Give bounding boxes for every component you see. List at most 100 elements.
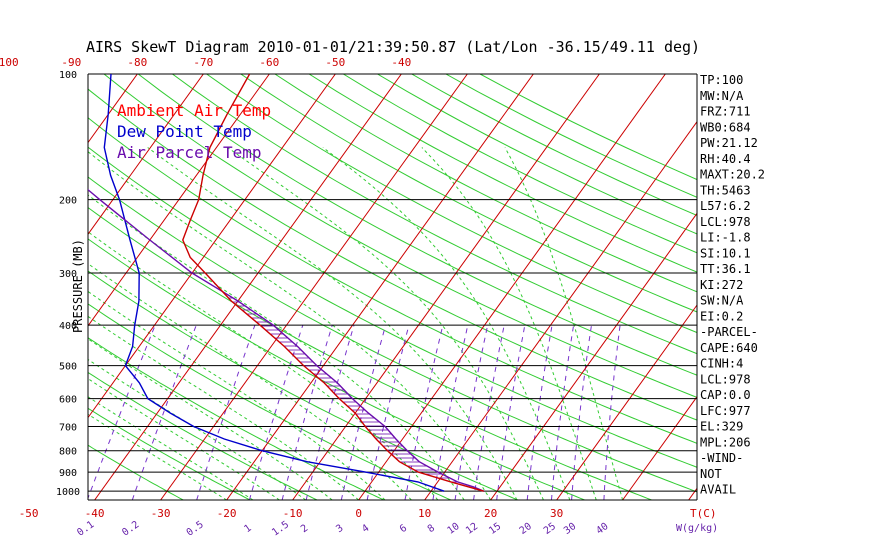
mixing-ratio-line: [88, 325, 156, 500]
dry-adiabat: [88, 270, 518, 500]
dry-adiabat: [172, 74, 697, 355]
dry-adiabat: [240, 74, 697, 313]
mixing-ratio-label: 4: [360, 523, 371, 535]
mixing-ratio-line: [571, 325, 592, 500]
index-entry: -WIND-: [700, 451, 743, 465]
index-entry: EL:329: [700, 420, 743, 434]
bottom-temp-tick-label: 0: [355, 507, 362, 520]
mixing-ratio-label: 30: [562, 521, 578, 537]
mixing-ratio-unit-label: W(g/kg): [676, 523, 718, 534]
isotherm: [88, 74, 204, 236]
index-entry: AVAIL: [700, 483, 736, 497]
mixing-ratio-line: [340, 325, 387, 500]
isotherm: [292, 74, 600, 500]
bottom-temp-tick-label: -40: [85, 507, 105, 520]
mixing-ratio-label: 3: [334, 523, 345, 535]
index-entry: SI:10.1: [700, 246, 751, 260]
dry-adiabat: [206, 74, 697, 334]
legend-entry: Dew Point Temp: [117, 122, 252, 141]
top-temp-tick-label: -60: [259, 56, 279, 69]
moist-adiabat: [88, 413, 227, 500]
top-temp-tick-label: -90: [61, 56, 81, 69]
bottom-temp-tick-label: 20: [484, 507, 497, 520]
pressure-tick-label: 400: [59, 321, 77, 332]
moist-adiabat: [88, 338, 333, 500]
mixing-ratio-line: [526, 325, 553, 500]
index-entry: RH:40.4: [700, 152, 751, 166]
pressure-tick-label: 1000: [56, 487, 80, 498]
legend-entry: Ambient Air Temp: [117, 101, 271, 120]
sounding-series: [88, 74, 485, 492]
isotherm: [358, 74, 666, 500]
dry-adiabat: [445, 74, 697, 198]
index-entry: TP:100: [700, 73, 743, 87]
mixing-ratio-label: 1: [242, 523, 253, 535]
moist-adiabat: [88, 378, 280, 500]
isotherm: [160, 74, 468, 500]
legend: Ambient Air Temp Dew Point Temp Air Parcel…: [117, 101, 271, 162]
index-entry: TH:5463: [700, 183, 751, 197]
pressure-tick-label: 600: [59, 395, 77, 406]
index-entry: EI:0.2: [700, 309, 743, 323]
dry-adiabat: [308, 74, 697, 273]
isotherm: [556, 304, 697, 500]
x-axis-label: T(C): [690, 507, 717, 520]
index-entry: LCL:978: [700, 215, 751, 229]
mixing-ratio-label: 40: [594, 521, 610, 537]
top-temp-tick-label: -40: [391, 56, 411, 69]
pressure-tick-label: 800: [59, 447, 77, 458]
isotherm: [622, 395, 697, 500]
index-entry: L57:6.2: [700, 199, 751, 213]
pressure-tick-label: 100: [59, 70, 77, 81]
index-entry: LCL:978: [700, 372, 751, 386]
pressure-tick-label: 700: [59, 423, 77, 434]
pressure-tick-label: 900: [59, 468, 77, 479]
isotherm: [0, 74, 71, 500]
dry-adiabat: [88, 444, 184, 500]
dry-adiabat: [88, 146, 697, 468]
index-entry: CAP:0.0: [700, 388, 751, 402]
index-entry: PW:21.12: [700, 136, 758, 150]
dry-adiabat: [88, 88, 697, 421]
isotherm: [88, 74, 270, 327]
mixing-ratio-line: [550, 325, 575, 500]
mixing-ratio-label: 0.1: [75, 519, 96, 538]
index-entry: -PARCEL-: [700, 325, 758, 339]
dew-point-line: [103, 74, 445, 492]
axis-labels: 1002003004005006007008009001000-120-110-…: [0, 56, 718, 539]
bottom-temp-tick-label: 10: [418, 507, 431, 520]
dry-adiabat: [343, 74, 697, 254]
bottom-temp-tick-label: -30: [151, 507, 171, 520]
index-entry: FRZ:711: [700, 105, 751, 119]
mixing-ratio-line: [281, 325, 333, 500]
dry-adiabat: [137, 74, 697, 376]
mixing-ratio-label: 1.5: [270, 519, 291, 538]
index-entry: CAPE:640: [700, 341, 758, 355]
isotherm: [424, 120, 697, 500]
isotherm: [226, 74, 534, 500]
bottom-temp-tick-label: -10: [283, 507, 303, 520]
bottom-temp-tick-label: -20: [217, 507, 237, 520]
dry-adiabat: [274, 74, 697, 293]
isotherm: [755, 74, 870, 500]
mixing-ratio-label: 15: [487, 521, 503, 537]
index-entry: CINH:4: [700, 357, 743, 371]
mixing-ratio-label: 20: [518, 521, 534, 537]
index-entry: KI:272: [700, 278, 743, 292]
mixing-ratio-label: 6: [398, 523, 409, 535]
mixing-ratio-label: 0.2: [120, 519, 141, 538]
mixing-ratio-line: [496, 325, 526, 500]
mixing-ratio-line: [366, 325, 410, 500]
cape-hatch: [219, 289, 474, 487]
index-entry: MW:N/A: [700, 89, 744, 103]
top-temp-tick-label: -70: [193, 56, 213, 69]
top-temp-tick-label: -80: [127, 56, 147, 69]
dry-adiabat: [103, 74, 697, 398]
index-entry: LFC:977: [700, 404, 751, 418]
mixing-ratio-line: [305, 325, 355, 500]
top-temp-tick-label: -100: [0, 56, 19, 69]
bottom-temp-tick-label: -50: [19, 507, 39, 520]
parcel-temp-line: [88, 188, 485, 492]
mixing-ratio-line: [248, 325, 304, 500]
